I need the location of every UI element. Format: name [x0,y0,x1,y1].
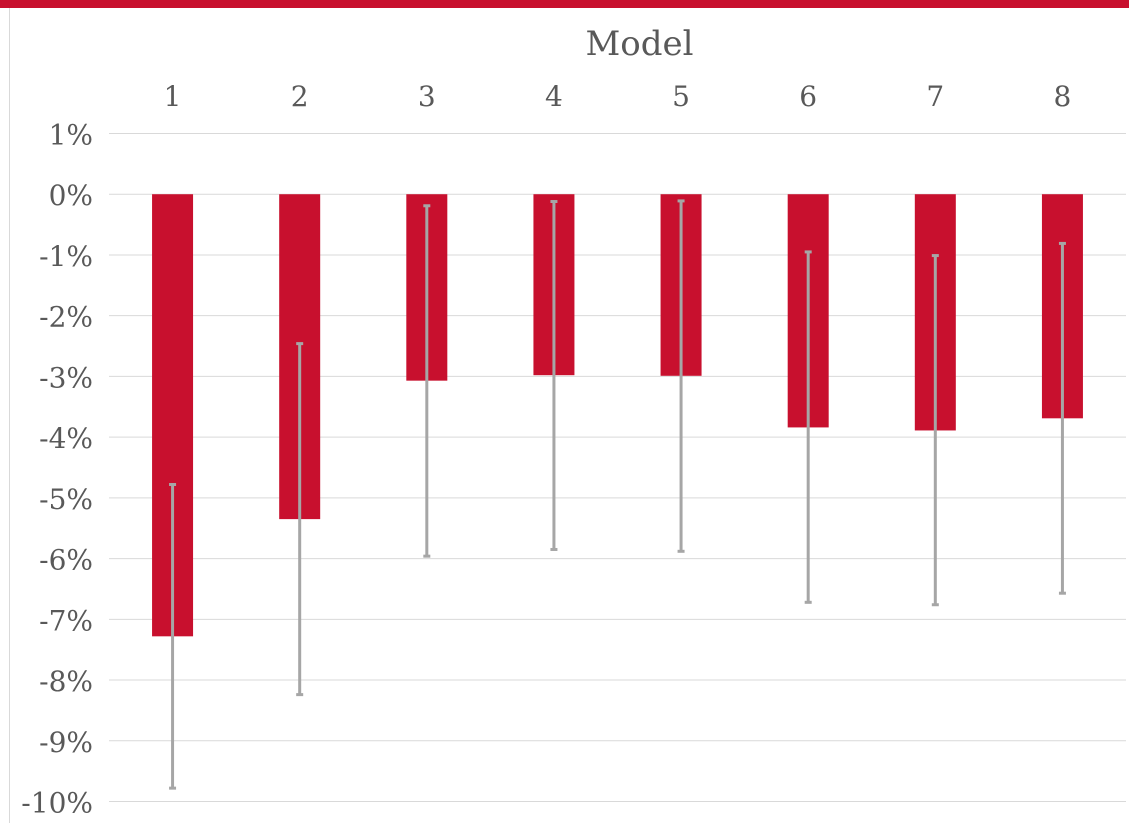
error-bars [169,199,1066,790]
y-tick-label: -10% [21,787,93,820]
error-bar [677,199,685,553]
y-tick-label: -7% [39,604,93,637]
y-tick-label: -3% [39,361,93,394]
error-bar [423,204,431,558]
y-tick-label: -4% [39,422,93,455]
axis-labels: Model 1% 0% -1% -2% -3% -4% -5% -6% -7% -8% -9% -10… [21,24,1071,820]
chart-title: Model [585,24,693,64]
y-tick-label: -9% [39,726,93,759]
y-tick-label: -5% [39,483,93,516]
x-tick-label: 7 [926,80,944,113]
error-bar [169,483,177,790]
error-bar [296,342,304,697]
y-tick-label: 1% [49,119,93,152]
x-tick-label: 6 [799,80,817,113]
error-bar [931,254,939,607]
y-tick-label: 0% [49,179,93,212]
error-bar [550,200,558,551]
x-tick-label: 8 [1054,80,1072,113]
y-tick-label: -6% [39,544,93,577]
error-bar [1058,241,1066,595]
x-tick-label: 3 [418,80,436,113]
y-tick-label: -1% [39,240,93,273]
x-tick-label: 2 [291,80,309,113]
left-border-line [9,8,10,823]
x-tick-label: 1 [164,80,182,113]
x-tick-label: 5 [672,80,690,113]
y-tick-label: -8% [39,665,93,698]
x-tick-label: 4 [545,80,563,113]
top-accent-bar [0,0,1129,8]
gridlines [109,133,1126,802]
error-bar [804,250,812,604]
bars [152,194,1083,637]
y-tick-label: -2% [39,301,93,334]
